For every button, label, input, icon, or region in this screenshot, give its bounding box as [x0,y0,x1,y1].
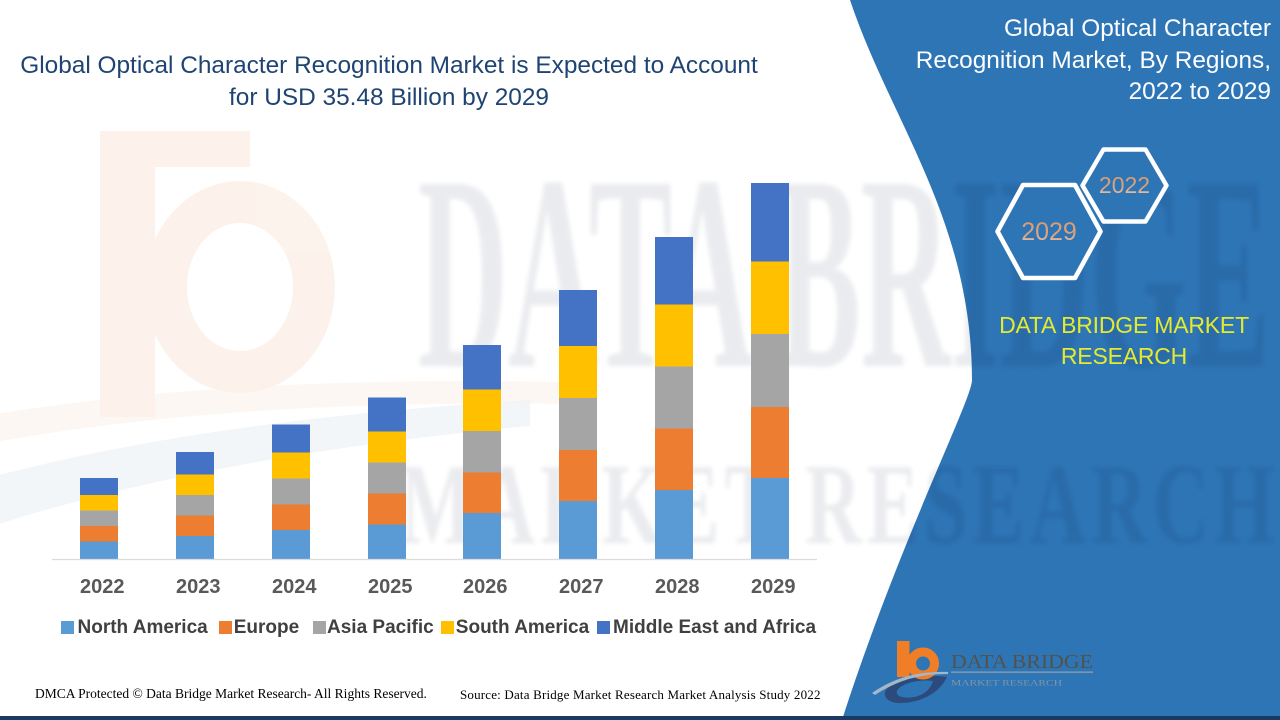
svg-text:2029: 2029 [1021,218,1077,246]
svg-text:DATA BRIDGE: DATA BRIDGE [951,651,1093,673]
svg-text:2022: 2022 [1099,172,1150,198]
svg-text:MARKET RESEARCH: MARKET RESEARCH [951,679,1062,688]
